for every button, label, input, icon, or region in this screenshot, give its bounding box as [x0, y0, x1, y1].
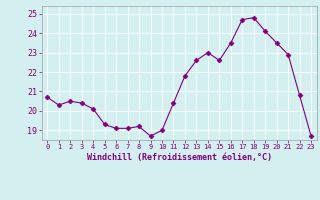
X-axis label: Windchill (Refroidissement éolien,°C): Windchill (Refroidissement éolien,°C) — [87, 153, 272, 162]
